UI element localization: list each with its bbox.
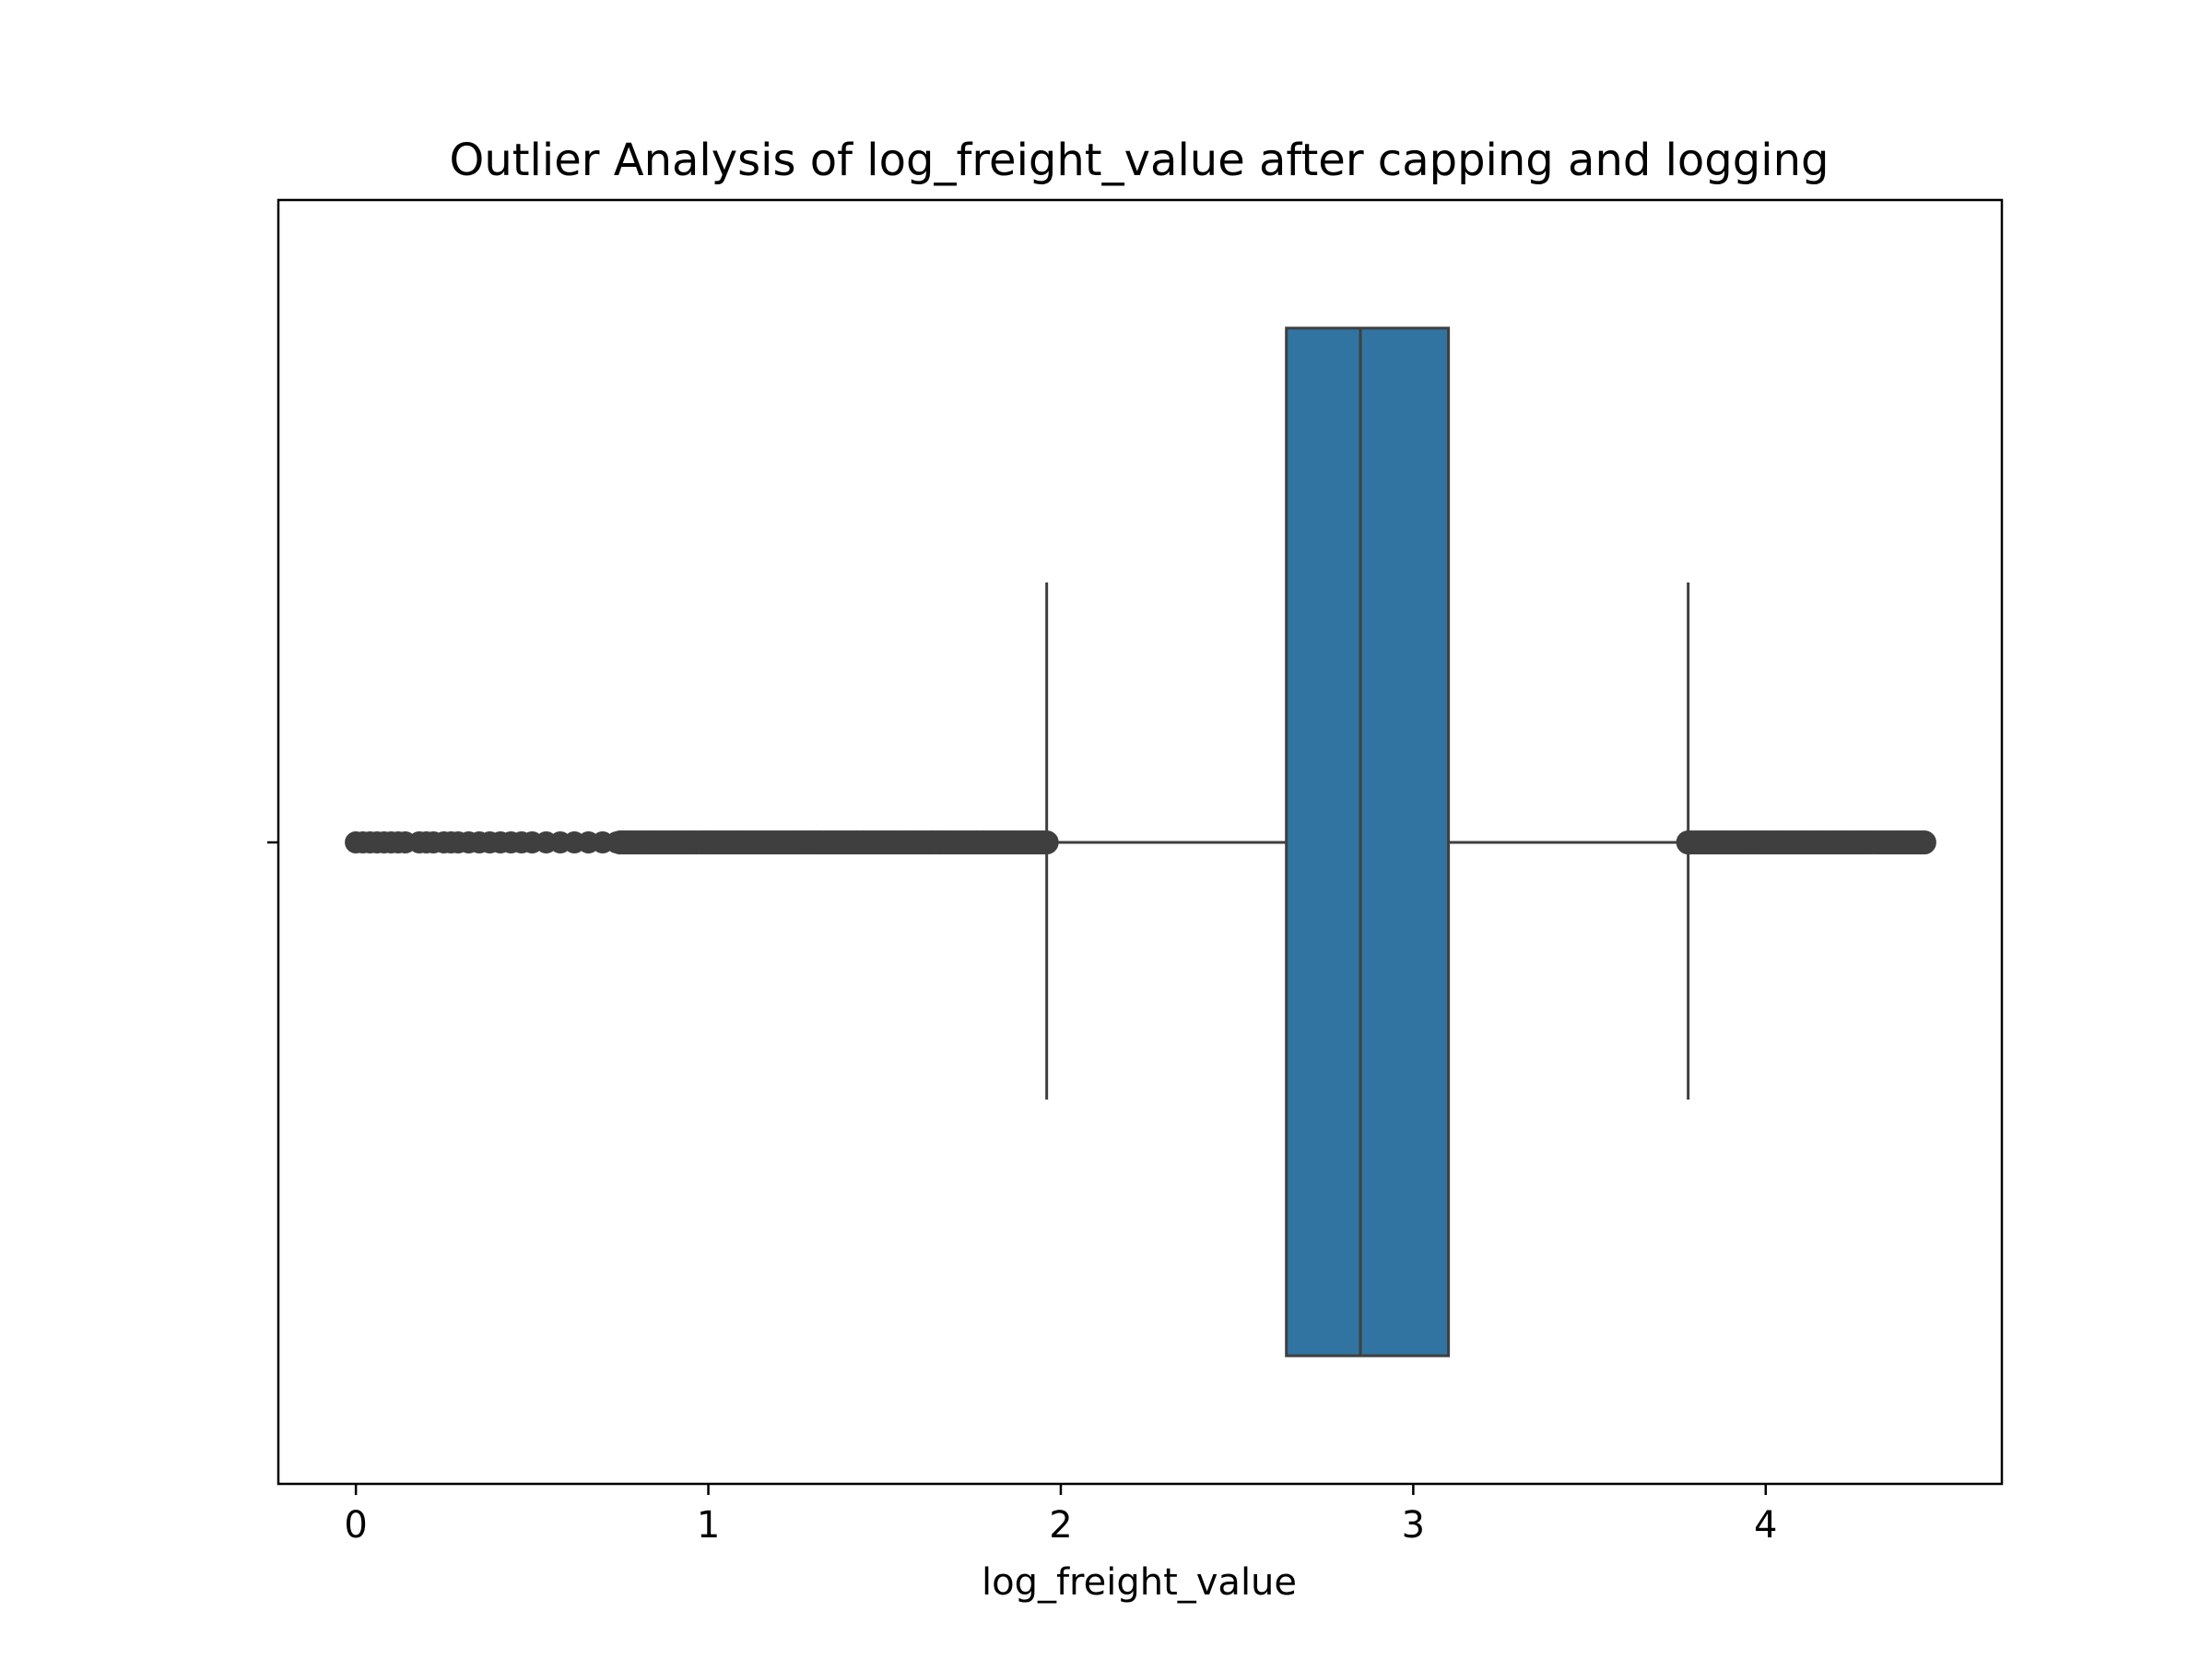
x-axis-label: log_freight_value: [982, 1561, 1297, 1604]
x-axis: 0 1 2 3 4: [344, 1484, 1778, 1547]
outlier-point: [1912, 830, 1936, 854]
plot-area: [345, 326, 1936, 1358]
x-tick-label: 4: [1754, 1504, 1777, 1547]
x-tick-label: 3: [1402, 1504, 1425, 1547]
x-tick-label: 1: [697, 1504, 720, 1547]
x-tick-label: 0: [344, 1504, 367, 1547]
x-tick-label: 2: [1049, 1504, 1072, 1547]
chart-title: Outlier Analysis of log_freight_value af…: [450, 135, 1830, 186]
box-iqr: [1285, 326, 1451, 1358]
